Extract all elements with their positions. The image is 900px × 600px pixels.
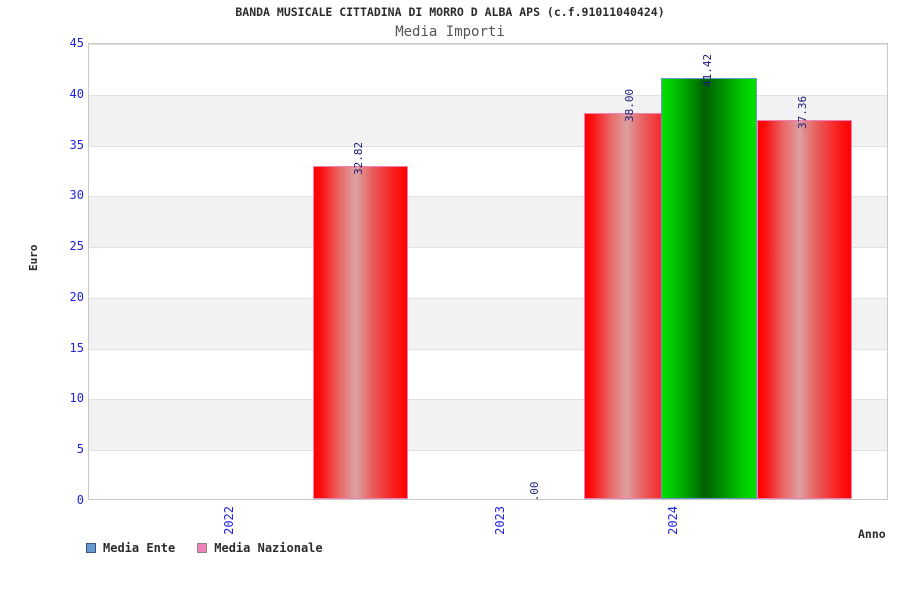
- bar-media-nazionale-2024[interactable]: [756, 119, 852, 499]
- legend-label: Media Ente: [103, 541, 176, 555]
- bar-media-ente-2024[interactable]: [661, 78, 757, 499]
- x-axis-label: Anno: [858, 527, 886, 541]
- y-axis-label: Euro: [27, 244, 40, 272]
- y-axis-tick-label: 20: [69, 289, 84, 304]
- y-axis-tick-label: 10: [69, 391, 84, 406]
- chart-title: BANDA MUSICALE CITTADINA DI MORRO D ALBA…: [235, 5, 665, 19]
- y-axis-tick-label: 30: [69, 188, 84, 203]
- x-axis-tick-label-2022: 2022: [222, 506, 236, 535]
- y-axis-tick-label: 25: [69, 239, 84, 254]
- gridline: [89, 247, 887, 249]
- gridline: [89, 399, 887, 401]
- y-axis-tick-label: 15: [69, 340, 84, 355]
- x-axis-tick-label-2024: 2024: [666, 506, 680, 535]
- legend-swatch-icon: [86, 543, 96, 553]
- y-axis-tick-label: 35: [69, 137, 84, 152]
- bar-media-nazionale-2022[interactable]: [312, 165, 408, 499]
- legend-item-media-nazionale[interactable]: Media Nazionale: [197, 541, 323, 555]
- legend-label: Media Nazionale: [214, 541, 323, 555]
- y-axis-tick-label: 5: [76, 442, 84, 457]
- y-axis-tick-label: 40: [69, 86, 84, 101]
- y-axis-ticks: 45 40 35 30 25 20 15 10 5 0: [36, 37, 84, 506]
- gridline: [89, 94, 887, 96]
- legend-item-media-ente[interactable]: Media Ente: [86, 541, 175, 555]
- gridline: [89, 145, 887, 147]
- bar-value-label: 37.36: [796, 95, 810, 129]
- legend-swatch-icon: [197, 543, 208, 553]
- y-axis-tick-label: 0: [76, 493, 84, 507]
- bar-value-label: 0.00: [527, 481, 541, 500]
- x-axis-tick-label-2023: 2023: [493, 506, 507, 535]
- gridline: [89, 450, 887, 452]
- plot-area: 32.82 0.00 38.00 41.42 37.36: [88, 43, 888, 500]
- gridline: [89, 348, 887, 350]
- chart-subtitle: Media Importi: [395, 24, 505, 40]
- chart-legend: Media Ente Media Nazionale: [86, 541, 323, 555]
- y-axis-tick-label: 45: [69, 36, 84, 50]
- bar-value-label: 38.00: [623, 88, 637, 123]
- gridline: [89, 44, 887, 45]
- bar-value-label: 41.42: [700, 54, 714, 88]
- gridline: [89, 297, 887, 299]
- bar-value-label: 32.82: [352, 141, 366, 175]
- gridline: [89, 196, 887, 198]
